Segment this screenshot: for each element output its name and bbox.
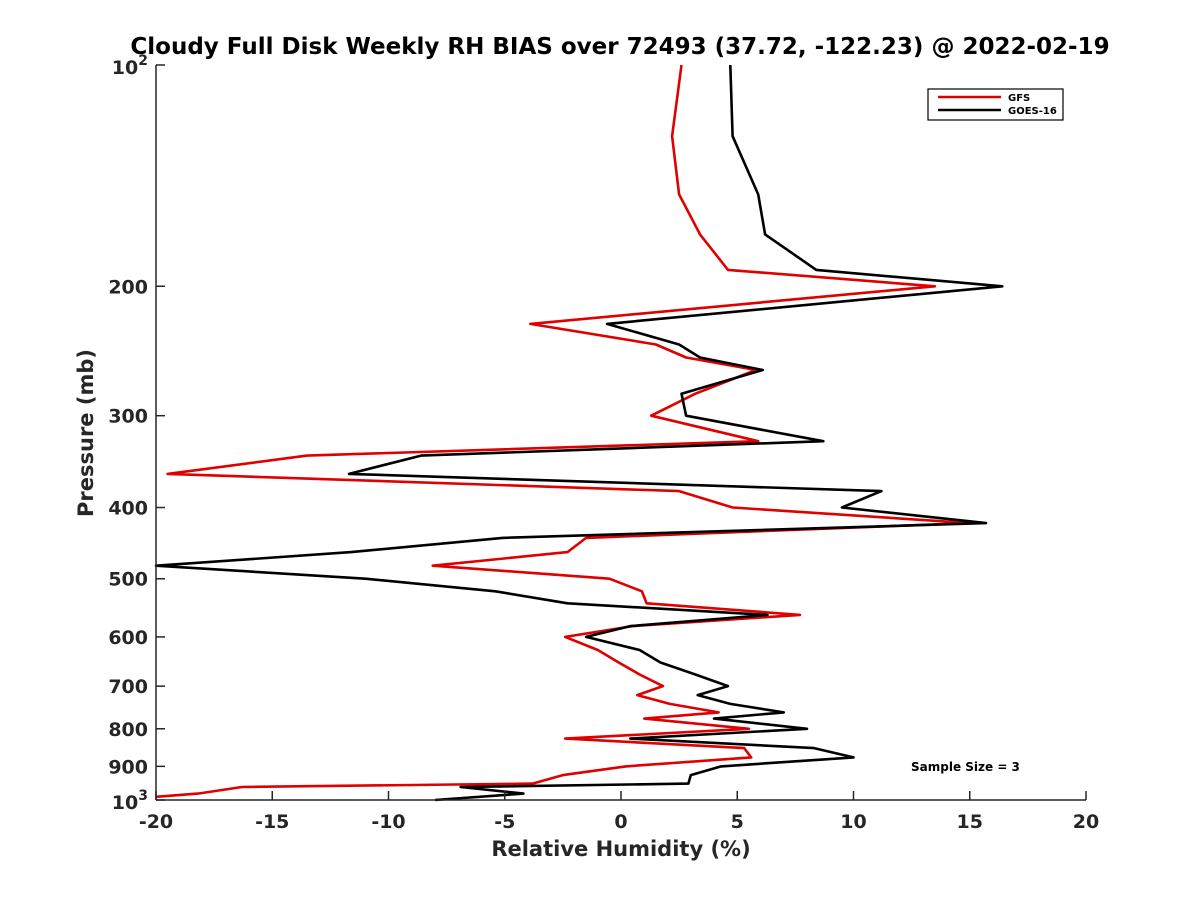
y-tick-label: 102 [112, 53, 148, 79]
y-tick-label: 700 [108, 676, 148, 698]
x-tick-label: -15 [255, 811, 289, 833]
y-tick-label: 600 [108, 627, 148, 649]
y-axis-label: Pressure (mb) [74, 349, 98, 517]
y-tick-label: 800 [108, 719, 148, 741]
y-tick-label: 200 [108, 276, 148, 298]
y-tick-label: 900 [108, 756, 148, 778]
chart-title: Cloudy Full Disk Weekly RH BIAS over 724… [130, 34, 1109, 60]
x-axis-label: Relative Humidity (%) [491, 837, 750, 861]
series-line-goes16 [154, 64, 1004, 802]
x-ticks: -20 -15 -10 -5 0 5 10 15 20 [139, 791, 1099, 833]
x-tick-label: -20 [139, 811, 173, 833]
legend-box [927, 88, 1064, 121]
series-layer [154, 64, 1004, 802]
y-ticks: 102 200 300 400 500 600 700 800 900 103 [108, 53, 165, 814]
x-tick-label: 15 [957, 811, 983, 833]
y-tick-label: 103 [112, 788, 148, 814]
x-tick-label: 0 [614, 811, 627, 833]
legend-label-goes16: GOES-16 [1008, 106, 1057, 117]
x-tick-label: 20 [1073, 811, 1099, 833]
x-tick-label: 10 [840, 811, 866, 833]
y-tick-label: 500 [108, 569, 148, 591]
legend-label-gfs: GFS [1008, 93, 1030, 104]
sample-size-annotation: Sample Size = 3 [911, 760, 1020, 774]
x-tick-label: -10 [371, 811, 405, 833]
x-tick-label: 5 [731, 811, 744, 833]
series-line-gfs [155, 64, 972, 799]
legend: GFS GOES-16 [927, 88, 1064, 121]
x-tick-label: -5 [494, 811, 515, 833]
y-tick-label: 400 [108, 498, 148, 520]
y-tick-label: 300 [108, 406, 148, 428]
